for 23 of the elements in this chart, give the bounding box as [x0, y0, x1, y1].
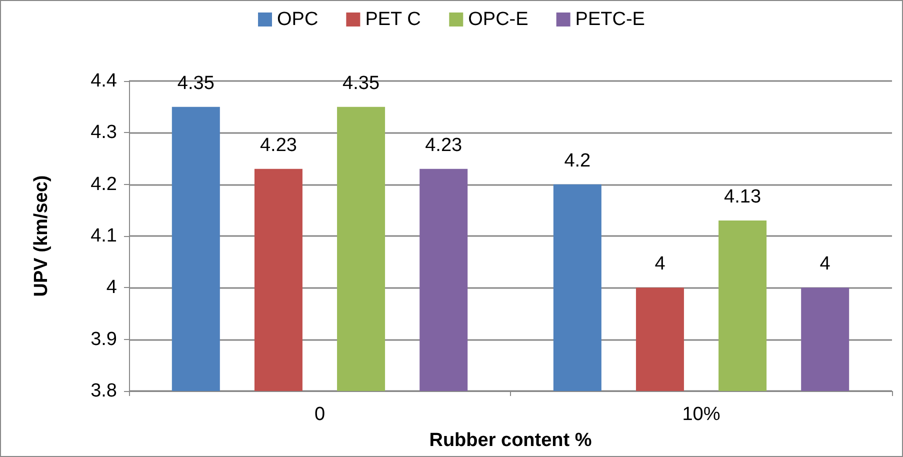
y-tick-label: 4.1 [90, 226, 117, 246]
data-label: 4 [820, 254, 831, 275]
y-tick-label: 4.4 [90, 70, 118, 92]
data-label: 4.35 [177, 72, 214, 94]
y-tick-label: 3.9 [90, 328, 117, 350]
y-tick-label: 4 [106, 277, 118, 298]
legend-label: OPC-E [468, 9, 528, 30]
data-label: 4.2 [564, 150, 591, 172]
x-tick-label: 0 [314, 404, 326, 425]
data-label: 4 [654, 254, 666, 275]
legend-label: OPC [277, 9, 318, 30]
x-axis-title: Rubber content % [429, 430, 592, 451]
y-tick-label: 3.8 [90, 380, 117, 402]
legend-label: PET C [365, 9, 421, 30]
y-axis-title: UPV (km/sec) [31, 175, 52, 297]
y-tick-label: 4.3 [90, 122, 117, 144]
data-label: 4.13 [724, 186, 762, 208]
data-label: 4.35 [342, 72, 380, 94]
y-tick-label: 4.2 [90, 174, 117, 195]
legend-label: PETC-E [575, 9, 645, 30]
data-label: 4.23 [260, 134, 297, 156]
data-label: 4.23 [425, 134, 462, 156]
x-tick-label: 10% [682, 404, 720, 425]
